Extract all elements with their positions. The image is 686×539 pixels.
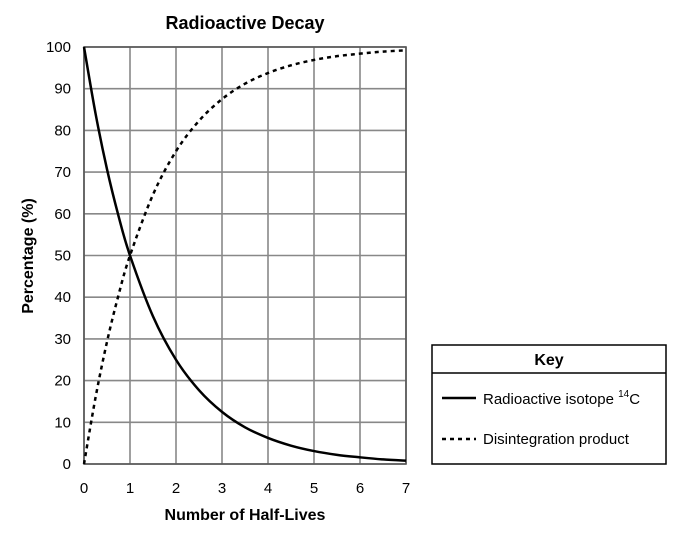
grid (83, 46, 407, 465)
y-tick-label: 10 (54, 414, 71, 431)
legend-entry-product: Disintegration product (483, 431, 630, 448)
y-tick-label: 60 (54, 206, 71, 223)
y-tick-label: 40 (54, 289, 71, 306)
legend-entry-isotope-suffix: C (629, 391, 640, 408)
legend-box (431, 344, 667, 465)
series-line-isotope (82, 46, 407, 462)
series-lines (82, 46, 407, 465)
series-line-product (82, 49, 407, 465)
legend-entry-isotope: Radioactive isotope 14C (483, 389, 640, 408)
x-tick-label: 0 (80, 480, 88, 497)
x-tick-label: 1 (126, 480, 134, 497)
legend-title: Key (534, 352, 563, 369)
legend-entry-isotope-sup: 14 (618, 389, 630, 400)
x-tick-label: 5 (310, 480, 318, 497)
chart-title: Radioactive Decay (165, 13, 324, 33)
y-tick-label: 20 (54, 373, 71, 390)
legend: Key Radioactive isotope 14C Disintegrati… (431, 344, 667, 465)
legend-entry-isotope-label: Radioactive isotope (483, 391, 618, 408)
y-tick-label: 90 (54, 81, 71, 98)
y-tick-label: 100 (46, 39, 71, 56)
y-tick-label: 0 (63, 456, 71, 473)
plot-area (83, 46, 407, 465)
y-tick-label: 50 (54, 248, 71, 265)
y-tick-label: 80 (54, 122, 71, 139)
x-tick-label: 6 (356, 480, 364, 497)
plot-frame (83, 46, 407, 465)
x-axis-title: Number of Half-Lives (165, 507, 326, 524)
y-axis-title: Percentage (%) (20, 198, 37, 314)
x-tick-label: 4 (264, 480, 272, 497)
x-tick-label: 2 (172, 480, 180, 497)
y-tick-label: 30 (54, 331, 71, 348)
y-tick-label: 70 (54, 164, 71, 181)
y-axis-ticks: 0 10 20 30 40 50 60 70 80 90 100 (46, 39, 71, 473)
x-tick-label: 7 (402, 480, 410, 497)
x-tick-label: 3 (218, 480, 226, 497)
x-axis-ticks: 0 1 2 3 4 5 6 7 (80, 480, 410, 497)
